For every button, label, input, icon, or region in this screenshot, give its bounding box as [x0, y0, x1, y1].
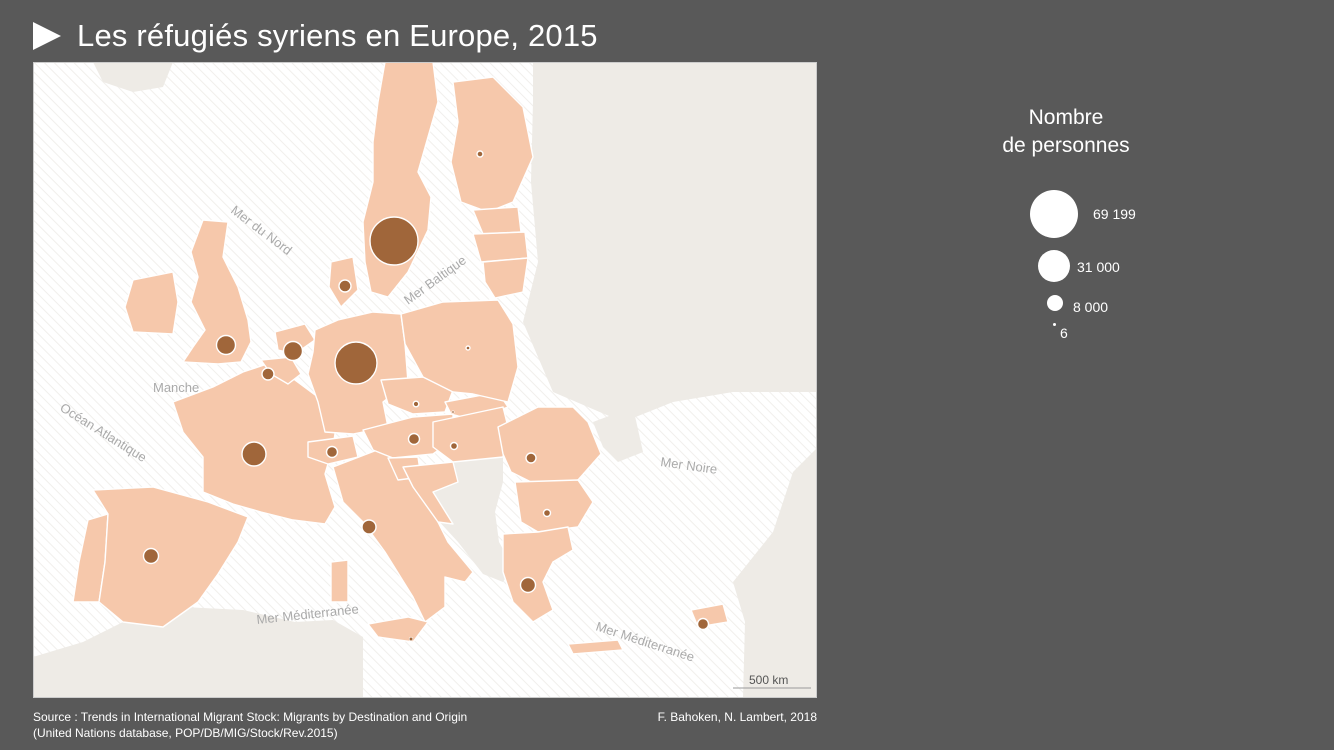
- country-romania: [497, 406, 602, 488]
- legend-circle-medium: [1038, 250, 1070, 282]
- country-ireland: [124, 271, 179, 335]
- country-crete: [567, 639, 624, 655]
- country-uk: [182, 219, 252, 365]
- symbol-finland: [476, 150, 484, 158]
- eu-countries: [72, 62, 729, 655]
- country-croatia: [402, 461, 459, 525]
- symbol-switzerland: [325, 445, 339, 459]
- legend: Nombre de personnes 69 199 31 000 8 000 …: [966, 104, 1166, 364]
- legend-circle-small: [1047, 295, 1063, 311]
- legend-circle-large: [1030, 190, 1078, 238]
- legend-title-line1: Nombre: [1028, 106, 1104, 129]
- legend-label-small: 8 000: [1073, 299, 1109, 315]
- symbol-uk: [215, 334, 237, 356]
- europe-map: Mer du Nord Mer Baltique Manche Océan At…: [33, 62, 817, 698]
- play-icon: [33, 22, 61, 50]
- refugee-symbols: [142, 150, 710, 642]
- symbol-italy: [361, 519, 377, 535]
- legend-label-large: 69 199: [1093, 206, 1136, 222]
- legend-circle-tiny: [1053, 323, 1056, 326]
- country-spain: [92, 486, 249, 628]
- symbol-slovakia: [451, 410, 455, 414]
- country-sicily: [367, 616, 429, 643]
- legend-label-tiny: 6: [1060, 325, 1068, 341]
- symbol-cyprus: [696, 617, 710, 631]
- legend-title: Nombre de personnes: [966, 104, 1166, 160]
- symbol-romania: [525, 452, 537, 464]
- source-line-1: Source : Trends in International Migrant…: [33, 710, 468, 724]
- country-greece: [502, 526, 574, 623]
- symbol-poland: [465, 345, 471, 351]
- title-row: Les réfugiés syriens en Europe, 2015: [33, 16, 598, 56]
- scale-label: 500 km: [749, 673, 788, 687]
- country-poland: [400, 299, 519, 403]
- country-latvia: [472, 231, 529, 263]
- country-bulgaria: [514, 479, 594, 533]
- symbol-netherlands: [282, 340, 304, 362]
- label-channel: Manche: [153, 380, 199, 395]
- symbol-czechia: [412, 400, 420, 408]
- country-finland: [450, 76, 534, 213]
- symbol-denmark: [338, 279, 352, 293]
- scale-bar: 500 km: [733, 673, 811, 689]
- source-note: Source : Trends in International Migrant…: [33, 709, 467, 741]
- symbol-austria: [407, 432, 421, 446]
- source-line-2: (United Nations database, POP/DB/MIG/Sto…: [33, 726, 338, 740]
- symbol-bulgaria: [542, 508, 552, 518]
- legend-label-medium: 31 000: [1077, 259, 1120, 275]
- symbol-france: [241, 441, 267, 467]
- symbol-sweden: [369, 216, 419, 266]
- symbol-germany: [334, 341, 378, 385]
- symbol-malta: [408, 636, 414, 642]
- credit: F. Bahoken, N. Lambert, 2018: [657, 710, 817, 724]
- page-title: Les réfugiés syriens en Europe, 2015: [77, 18, 598, 53]
- country-sardinia: [330, 559, 349, 603]
- symbol-belgium: [261, 367, 275, 381]
- country-lithuania: [482, 257, 529, 299]
- legend-title-line2: de personnes: [1002, 134, 1130, 157]
- symbol-spain: [142, 547, 160, 565]
- symbol-greece: [519, 576, 537, 594]
- symbol-hungary: [449, 441, 459, 451]
